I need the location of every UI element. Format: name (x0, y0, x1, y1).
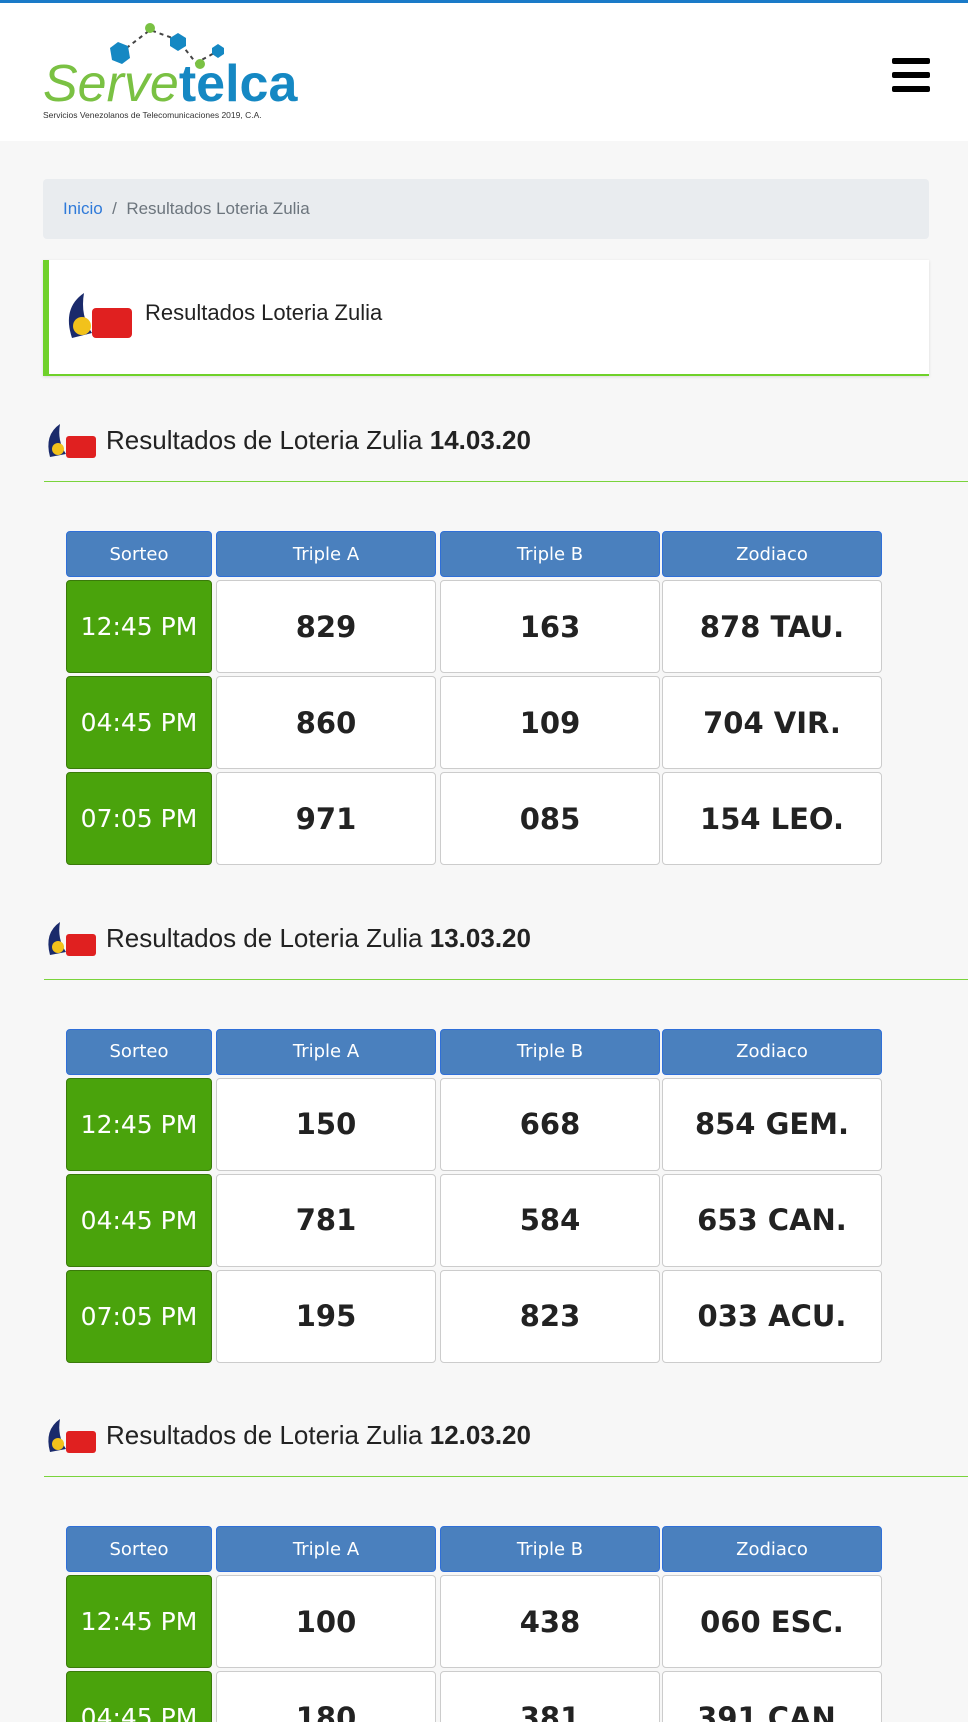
column-header: Triple B (440, 1526, 660, 1572)
section-date: 13.03.20 (429, 922, 531, 953)
column-header: Triple A (216, 1526, 436, 1572)
result-cell: 823 (440, 1269, 660, 1363)
column-header: Sorteo (66, 531, 212, 577)
section-title: Resultados de Loteria Zulia 12.03.20 (106, 1420, 531, 1451)
section-divider (44, 1476, 968, 1477)
result-cell: 781 (216, 1173, 436, 1267)
column-header: Zodiaco (662, 1028, 882, 1075)
page-header-title: Resultados Loteria Zulia (145, 300, 383, 325)
section-date: 12.03.20 (429, 1420, 531, 1450)
page-header (43, 260, 929, 376)
result-cell: 878 TAU. (662, 580, 882, 673)
time-cell: 07:05 PM (66, 772, 212, 865)
time-cell: 12:45 PM (66, 580, 212, 673)
result-cell: 854 GEM. (662, 1077, 882, 1171)
column-header: Triple B (440, 1028, 660, 1075)
section-divider (44, 978, 968, 980)
time-cell: 04:45 PM (66, 1173, 212, 1267)
breadcrumb-current: Resultados Loteria Zulia (126, 199, 310, 218)
result-cell: 150 (216, 1077, 436, 1171)
result-cell: 100 (216, 1575, 436, 1668)
tagline: Servicios Venezolanos de Telecomunicacio… (43, 110, 262, 120)
section-icon (48, 921, 96, 956)
header: Servetelca Servicios Venezolanos de Tele… (0, 3, 968, 141)
result-cell: 704 VIR. (662, 676, 882, 769)
time-cell: 04:45 PM (66, 676, 212, 769)
result-cell: 653 CAN. (662, 1173, 882, 1267)
result-cell: 033 ACU. (662, 1269, 882, 1363)
column-header: Sorteo (66, 1526, 212, 1572)
section-title-text: Resultados de Loteria Zulia (106, 1420, 423, 1450)
column-header: Sorteo (66, 1028, 212, 1075)
time-cell: 12:45 PM (66, 1077, 212, 1171)
result-cell: 860 (216, 676, 436, 769)
menu-button[interactable] (892, 58, 930, 92)
breadcrumb-home[interactable]: Inicio (63, 199, 103, 218)
result-cell: 391 CAN. (662, 1671, 882, 1722)
result-cell: 829 (216, 580, 436, 673)
column-header: Zodiaco (662, 1526, 882, 1572)
result-cell: 109 (440, 676, 660, 769)
column-header: Triple B (440, 531, 660, 577)
section-divider (44, 481, 968, 482)
result-cell: 971 (216, 772, 436, 865)
logo-right: telca (178, 55, 298, 113)
column-header: Triple A (216, 1028, 436, 1075)
column-header: Zodiaco (662, 531, 882, 577)
top-bar (0, 0, 968, 3)
page-header-icon (68, 293, 132, 338)
result-cell: 154 LEO. (662, 772, 882, 865)
time-cell: 07:05 PM (66, 1269, 212, 1363)
logo[interactable]: Servetelca (43, 58, 297, 110)
logo-graphic (110, 23, 224, 69)
section-title-text: Resultados de Loteria Zulia (106, 425, 423, 455)
result-cell: 180 (216, 1671, 436, 1722)
result-cell: 381 (440, 1671, 660, 1722)
section-title: Resultados de Loteria Zulia 13.03.20 (106, 923, 531, 954)
breadcrumb: Inicio / Resultados Loteria Zulia (43, 179, 929, 239)
column-header: Triple A (216, 531, 436, 577)
result-cell: 438 (440, 1575, 660, 1668)
breadcrumb-separator: / (112, 199, 117, 218)
result-cell: 085 (440, 772, 660, 865)
result-cell: 195 (216, 1269, 436, 1363)
section-icon (48, 424, 96, 458)
time-cell: 04:45 PM (66, 1671, 212, 1722)
result-cell: 163 (440, 580, 660, 673)
section-title-text: Resultados de Loteria Zulia (106, 922, 423, 953)
result-cell: 060 ESC. (662, 1575, 882, 1668)
section-icon (48, 1419, 96, 1453)
logo-left: Serve (43, 55, 179, 113)
section-title: Resultados de Loteria Zulia 14.03.20 (106, 425, 531, 456)
result-cell: 584 (440, 1173, 660, 1267)
result-cell: 668 (440, 1077, 660, 1171)
time-cell: 12:45 PM (66, 1575, 212, 1668)
section-date: 14.03.20 (429, 425, 531, 455)
